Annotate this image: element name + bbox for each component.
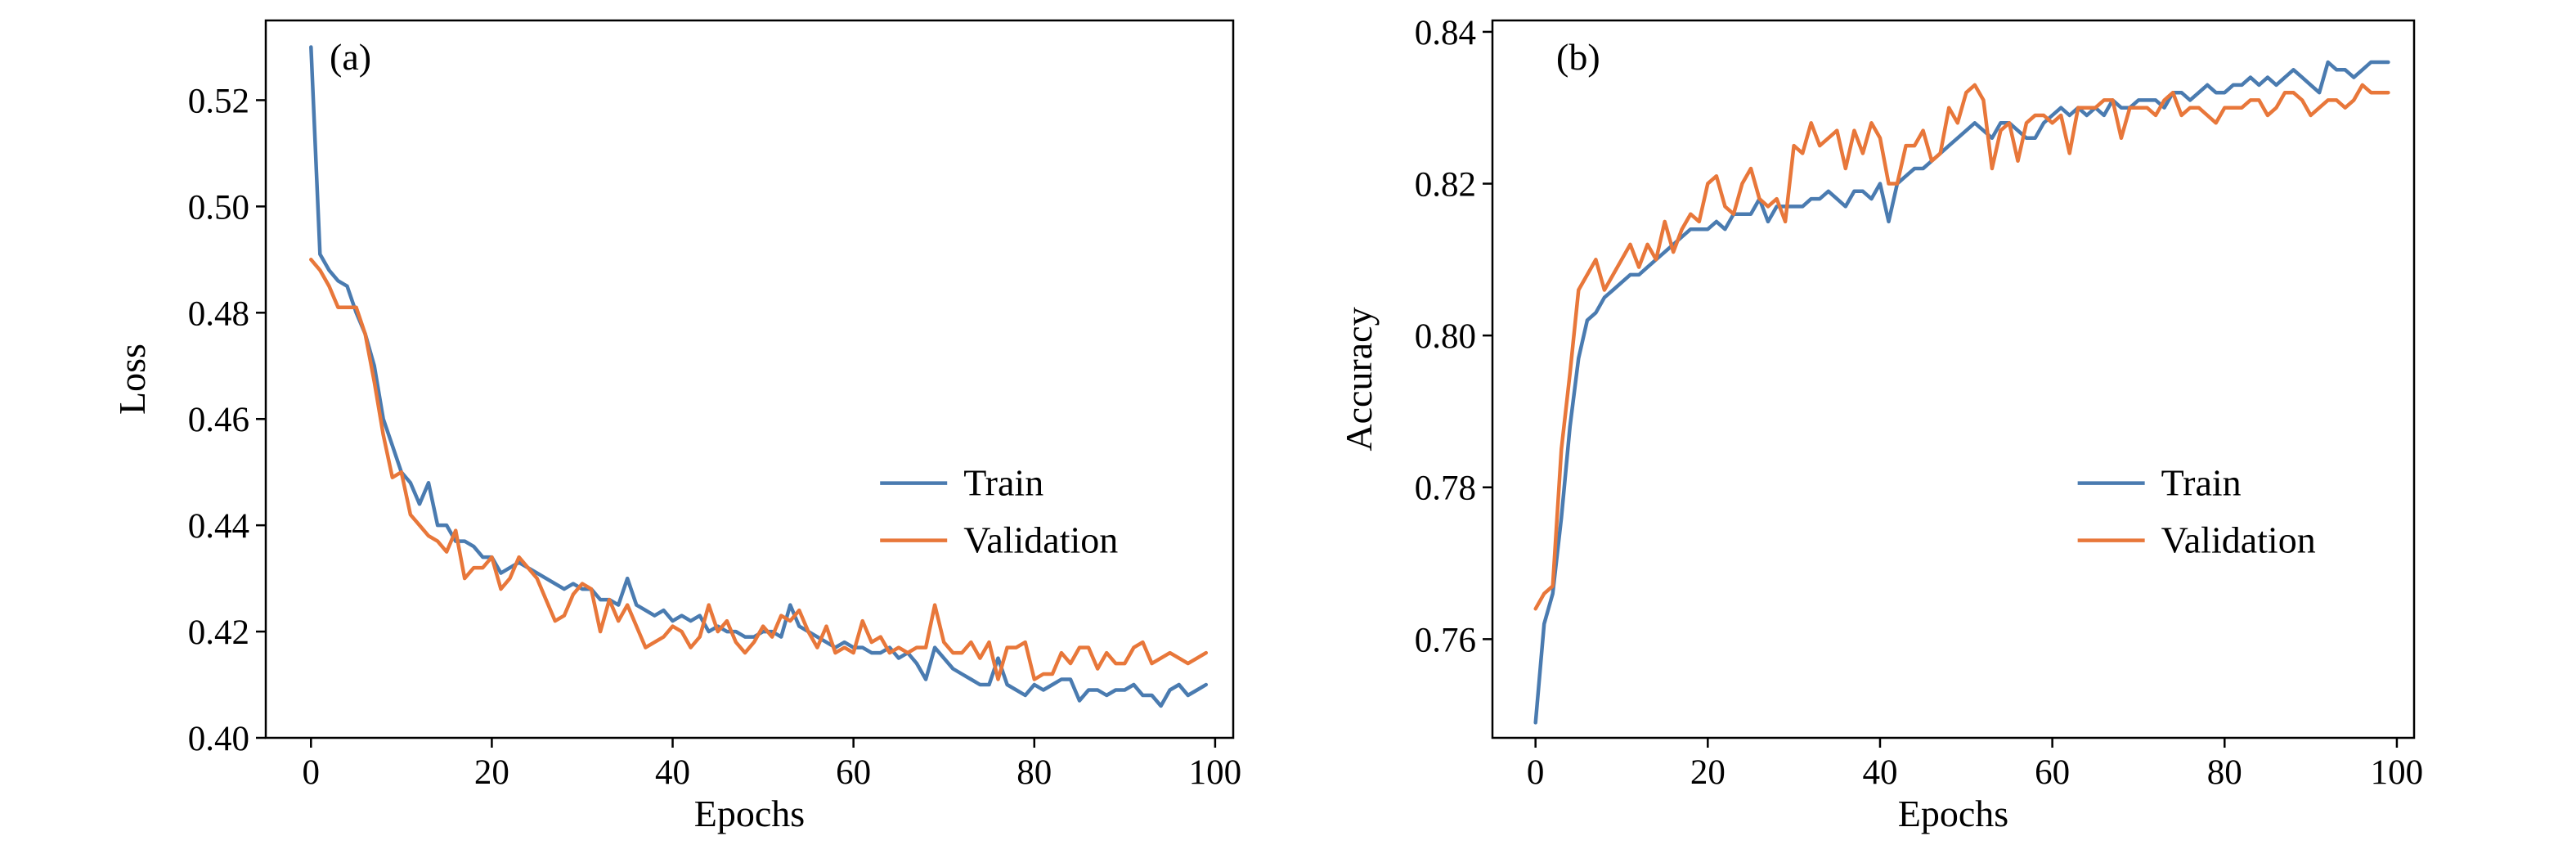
y-tick-label: 0.42: [188, 614, 249, 652]
legend-label-validation: Validation: [963, 519, 1118, 561]
y-tick-label: 0.50: [188, 188, 249, 227]
y-tick-label: 0.80: [1415, 317, 1476, 356]
legend-label-train: Train: [963, 462, 1043, 504]
x-tick-label: 60: [2035, 753, 2070, 792]
x-axis-label: Epochs: [694, 793, 805, 834]
x-tick-label: 80: [2207, 753, 2242, 792]
y-axis-label: Accuracy: [1338, 307, 1380, 451]
y-axis-label: Loss: [111, 344, 153, 415]
x-tick-label: 40: [655, 753, 690, 792]
series-line-train: [1533, 60, 2390, 725]
panel-label: (b): [1556, 36, 1600, 78]
y-tick-label: 0.76: [1415, 621, 1476, 659]
x-tick-label: 40: [1862, 753, 1897, 792]
y-tick-label: 0.82: [1415, 166, 1476, 205]
y-tick-label: 0.78: [1415, 470, 1476, 508]
series-line-validation: [309, 258, 1209, 681]
accuracy-panel: 0 20 40 60 80 100 0.76 0.78 0.80 0.82 0.84 Epochs Ac…: [1338, 14, 2423, 834]
x-tick-label: 20: [1690, 753, 1726, 792]
y-tick-label: 0.84: [1415, 14, 1476, 52]
y-tick-label: 0.52: [188, 82, 249, 120]
y-tick-label: 0.40: [188, 720, 249, 758]
x-tick-label: 100: [1189, 753, 1242, 792]
series-line-train: [309, 45, 1209, 708]
y-tick-label: 0.48: [188, 294, 249, 333]
x-tick-label: 0: [1527, 753, 1545, 792]
panel-label: (a): [330, 36, 371, 78]
loss-panel: 0 20 40 60 80 100 0.40 0.42 0.44 0.46 0.48 0.50 0.52…: [111, 19, 1242, 834]
x-axis-label: Epochs: [1898, 793, 2008, 834]
legend-label-train: Train: [2161, 462, 2242, 504]
plot-frame: [264, 19, 1235, 739]
x-tick-label: 20: [474, 753, 509, 792]
x-tick-label: 0: [303, 753, 321, 792]
x-tick-label: 100: [2371, 753, 2424, 792]
series-line-validation: [1533, 83, 2390, 611]
plot-frame: [1491, 19, 2416, 739]
legend-label-validation: Validation: [2161, 519, 2316, 561]
x-tick-label: 80: [1016, 753, 1052, 792]
y-tick-label: 0.46: [188, 401, 249, 439]
y-tick-label: 0.44: [188, 507, 249, 546]
x-tick-label: 60: [836, 753, 871, 792]
